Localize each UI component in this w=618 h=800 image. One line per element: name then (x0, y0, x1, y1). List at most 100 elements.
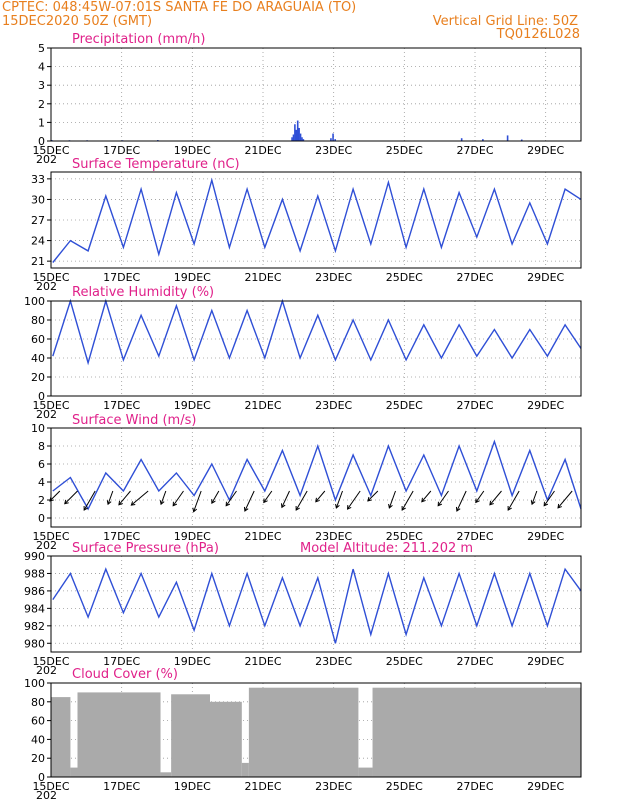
panel-title: Surface Temperature (nC) (72, 157, 240, 172)
x-axis-year: 202 (36, 408, 57, 421)
wind-arrow (193, 490, 202, 512)
precip-bar (334, 139, 336, 141)
y-tick-label: 100 (24, 677, 45, 690)
wind-arrow (456, 490, 467, 512)
x-tick-label: 29DEC (527, 780, 564, 793)
y-tick-label: 0 (38, 512, 45, 525)
wind-arrowhead (295, 506, 300, 511)
cloud-block (248, 687, 359, 777)
panel-3: 0 2 4 6 8 10 15DEC 17DEC 19DEC 21DEC 23DEC 25DEC 27D… (31, 413, 582, 552)
wind-arrowhead (543, 501, 549, 507)
wind-arrowhead (401, 506, 406, 511)
wind-arrowhead (263, 498, 268, 504)
series-line (52, 298, 582, 366)
precip-bar (295, 129, 298, 141)
y-tick-label: 6 (38, 458, 45, 471)
precip-bar (332, 133, 334, 141)
panel-1: 21 24 27 30 33 15DEC 17DEC 19DEC 21DEC 23DEC 25DEC… (31, 157, 582, 293)
wind-arrow (49, 490, 61, 502)
y-tick-label: 980 (24, 637, 45, 650)
y-tick-label: 8 (38, 440, 45, 453)
panel-title: Surface Wind (m/s) (72, 413, 196, 428)
x-tick-label: 17DEC (103, 399, 140, 412)
wind-arrow (225, 490, 237, 507)
y-tick-label: 982 (24, 620, 45, 633)
cloud-block (77, 692, 161, 777)
x-tick-label: 21DEC (244, 144, 281, 157)
x-tick-label: 29DEC (527, 144, 564, 157)
x-tick-label: 21DEC (244, 655, 281, 668)
precip-bar (294, 124, 296, 141)
y-tick-label: 0 (38, 771, 45, 784)
wind-arrowhead (64, 499, 69, 505)
y-tick-label: 10 (31, 422, 45, 435)
wind-arrowhead (335, 503, 340, 509)
cloud-block (358, 767, 373, 777)
y-tick-label: 30 (31, 193, 45, 206)
wind-arrow (335, 490, 343, 509)
cloud-block (70, 767, 78, 777)
y-tick-label: 24 (31, 235, 45, 248)
y-tick-label: 20 (31, 371, 45, 384)
header-station: CPTEC: 048:45W-07:01S SANTA FE DO ARAGUA… (2, 0, 356, 15)
wind-arrow (244, 490, 255, 512)
wind-arrow (118, 490, 131, 506)
x-tick-label: 17DEC (103, 144, 140, 157)
wind-arrowhead (243, 506, 249, 512)
x-tick-label: 25DEC (386, 271, 423, 284)
wind-arrow (543, 490, 555, 507)
precip-bar (506, 135, 509, 141)
header-model-id: TQ0126L028 (496, 27, 580, 42)
y-tick-label: 60 (31, 715, 45, 728)
wind-arrowhead (530, 500, 536, 506)
x-tick-label: 27DEC (456, 271, 493, 284)
x-tick-label: 19DEC (174, 399, 211, 412)
y-tick-label: 100 (24, 295, 45, 308)
wind-arrow (347, 490, 361, 510)
y-tick-label: 33 (31, 173, 45, 186)
x-tick-label: 19DEC (174, 655, 211, 668)
x-tick-label: 23DEC (315, 780, 352, 793)
x-tick-label: 29DEC (527, 399, 564, 412)
wind-arrowhead (130, 501, 136, 506)
wind-arrowhead (106, 500, 112, 506)
x-tick-label: 15DEC (32, 655, 69, 668)
x-tick-label: 29DEC (527, 271, 564, 284)
x-tick-label: 21DEC (244, 780, 281, 793)
y-tick-label: 3 (38, 79, 45, 92)
x-tick-label: 27DEC (456, 655, 493, 668)
panel-frame (50, 300, 582, 397)
y-tick-label: 60 (31, 333, 45, 346)
precip-bar (330, 138, 332, 141)
wind-arrowhead (455, 506, 461, 512)
y-tick-label: 20 (31, 752, 45, 765)
wind-arrow (172, 490, 184, 507)
x-tick-label: 17DEC (103, 530, 140, 543)
x-tick-label: 15DEC (32, 144, 69, 157)
x-tick-label: 25DEC (386, 780, 423, 793)
x-tick-label: 23DEC (315, 655, 352, 668)
wind-arrow (83, 490, 96, 511)
x-tick-label: 21DEC (244, 399, 281, 412)
wind-arrow (281, 490, 290, 508)
x-tick-label: 23DEC (315, 271, 352, 284)
panel-title: Precipitation (mm/h) (72, 32, 205, 47)
wind-arrowhead (557, 503, 562, 509)
wind-arrow (160, 490, 167, 505)
x-tick-label: 15DEC (32, 399, 69, 412)
x-axis-year: 202 (36, 664, 57, 677)
y-tick-label: 80 (31, 314, 45, 327)
wind-arrowhead (437, 501, 443, 507)
wind-arrowhead (211, 499, 216, 504)
panel-5: 0 20 40 60 80 100 15DEC 17DEC 19DEC 21DEC 23DEC 25D… (24, 667, 582, 800)
precip-bar (299, 133, 302, 141)
wind-arrowhead (172, 501, 178, 507)
panel-2: 0 20 40 60 80 100 15DEC 17DEC 19DEC 21DEC 23DEC 25D… (24, 285, 582, 421)
x-tick-label: 23DEC (315, 399, 352, 412)
x-tick-label: 27DEC (456, 144, 493, 157)
x-tick-label: 23DEC (315, 530, 352, 543)
y-tick-label: 4 (38, 61, 45, 74)
x-tick-label: 25DEC (386, 144, 423, 157)
x-tick-label: 27DEC (456, 530, 493, 543)
y-tick-label: 0 (38, 390, 45, 403)
